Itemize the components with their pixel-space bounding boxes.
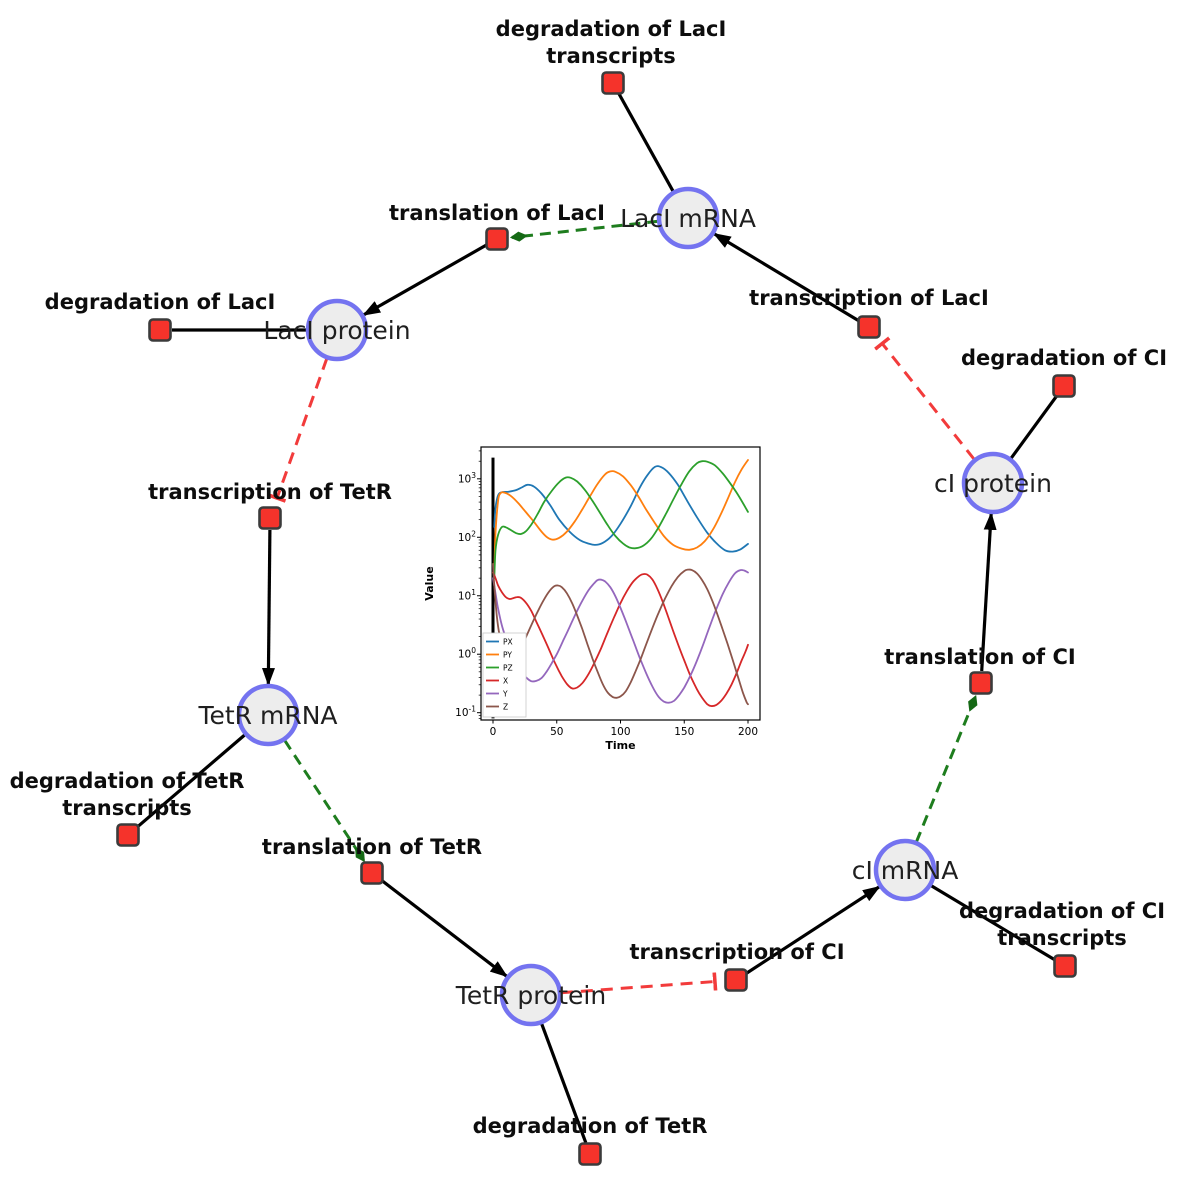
- edge-inhibition-ci-protein-to-transcription-laci: [874, 336, 976, 461]
- edge-line-deg-tetr-to-tetr-protein: [539, 1022, 588, 1144]
- edge-line-deg-laci-transcripts-to-laci-mrna: [617, 92, 675, 193]
- reaction-node-deg-laci-transcripts[interactable]: [601, 71, 625, 95]
- reaction-node-translation-tetr[interactable]: [360, 861, 384, 885]
- reaction-label-translation-tetr: translation of TetR: [262, 835, 482, 859]
- edge-inhibition-laci-protein-to-transcription-tetr: [267, 357, 329, 503]
- species-label-laci-protein: LacI protein: [263, 316, 410, 345]
- y-tick-label: 101: [458, 588, 476, 603]
- edges-layer: [136, 92, 1059, 1144]
- reaction-node-transcription-ci[interactable]: [724, 968, 748, 992]
- reaction-node-translation-ci[interactable]: [969, 671, 993, 695]
- edge-arrow-transcription-ci-to-ci-mrna: [745, 885, 881, 975]
- series-X: [492, 571, 749, 707]
- reaction-node-deg-ci[interactable]: [1052, 374, 1076, 398]
- edge-modifier-laci-mrna-to-translation-laci: [509, 219, 659, 242]
- legend-label-PX: PX: [503, 637, 513, 646]
- species-node-laci-mrna[interactable]: [656, 186, 720, 250]
- edge-line-deg-ci-to-ci-protein: [1009, 394, 1059, 460]
- species-label-ci-protein: cI protein: [934, 469, 1052, 498]
- series-PZ: [493, 460, 749, 580]
- edge-line-deg-ci-transcripts-to-ci-mrna: [929, 884, 1056, 962]
- timeseries-chart-svg: 0 50 100 150 20010310210110010-1TimeValuePXP…: [423, 446, 761, 752]
- species-label-tetr-protein: TetR protein: [455, 981, 606, 1010]
- nodes-layer: [116, 71, 1077, 1166]
- edge-line-deg-tetr-transcripts-to-tetr-mrna: [136, 733, 247, 829]
- species-node-tetr-mrna[interactable]: [236, 683, 300, 747]
- edge-arrow-translation-laci-to-laci-protein: [362, 243, 488, 317]
- reaction-node-deg-tetr-transcripts[interactable]: [116, 823, 140, 847]
- species-node-ci-mrna[interactable]: [873, 838, 937, 902]
- x-tick-label: 100: [610, 726, 630, 738]
- reaction-label-deg-tetr: degradation of TetR: [473, 1114, 708, 1138]
- species-node-laci-protein[interactable]: [305, 298, 369, 362]
- reaction-label-deg-ci-transcripts: degradation of CI transcripts: [959, 899, 1165, 950]
- edge-arrow-transcription-tetr-to-tetr-mrna: [261, 529, 275, 686]
- reaction-node-deg-laci[interactable]: [148, 318, 172, 342]
- species-label-laci-mrna: LacI mRNA: [620, 204, 756, 233]
- reaction-label-translation-ci: translation of CI: [884, 645, 1075, 669]
- reaction-node-translation-laci[interactable]: [485, 227, 509, 251]
- reaction-label-transcription-tetr: transcription of TetR: [148, 480, 392, 504]
- reaction-label-deg-laci: degradation of LacI: [45, 290, 276, 314]
- edge-arrow-translation-ci-to-ci-protein: [980, 511, 997, 672]
- x-tick-label: 150: [674, 726, 694, 738]
- y-tick-label: 102: [458, 529, 476, 544]
- series-PX: [493, 465, 749, 553]
- reaction-label-deg-tetr-transcripts: degradation of TetR transcripts: [10, 769, 245, 820]
- species-label-tetr-mrna: TetR mRNA: [197, 701, 337, 730]
- species-node-ci-protein[interactable]: [961, 451, 1025, 515]
- x-tick-label: 200: [738, 726, 758, 738]
- legend-label-PY: PY: [503, 650, 512, 659]
- legend-label-PZ: PZ: [503, 663, 513, 672]
- y-tick-label: 10-1: [455, 705, 476, 720]
- x-axis-label: Time: [605, 739, 635, 752]
- reaction-label-deg-laci-transcripts: degradation of LacI transcripts: [496, 17, 727, 68]
- x-tick-label: 0: [490, 726, 497, 738]
- reaction-node-transcription-tetr[interactable]: [258, 506, 282, 530]
- legend-label-Y: Y: [502, 689, 508, 698]
- legend: PX PY PZ XYZ: [482, 632, 527, 718]
- legend-label-X: X: [503, 676, 508, 685]
- x-tick-label: 50: [550, 726, 563, 738]
- reaction-node-transcription-laci[interactable]: [857, 315, 881, 339]
- edge-modifier-tetr-mrna-to-translation-tetr: [283, 739, 366, 863]
- species-node-tetr-protein[interactable]: [499, 963, 563, 1027]
- axis-ticks: 0 50 100 150 200 103 102 101 100 10-1: [455, 450, 758, 738]
- reaction-node-deg-tetr[interactable]: [578, 1142, 602, 1166]
- series-PY: [493, 459, 749, 574]
- reaction-label-transcription-laci: transcription of LacI: [749, 286, 989, 310]
- edge-arrow-translation-tetr-to-tetr-protein: [380, 879, 509, 978]
- edge-arrow-transcription-laci-to-laci-mrna: [712, 232, 860, 323]
- legend-label-Z: Z: [503, 702, 508, 711]
- labels-layer: LacI mRNA LacI protein TetR mRNA TetR prote…: [10, 17, 1167, 1138]
- edge-inhibition-tetr-protein-to-transcription-ci: [560, 972, 718, 995]
- y-tick-label: 103: [458, 471, 476, 486]
- reaction-node-deg-ci-transcripts[interactable]: [1053, 954, 1077, 978]
- reaction-label-transcription-ci: transcription of CI: [629, 940, 844, 964]
- timeseries-inset-chart: 0 50 100 150 200 103 102 101 100 10-1 Time Value PX P…: [423, 438, 775, 763]
- reaction-label-deg-ci: degradation of CI: [961, 346, 1167, 370]
- legend-box: [482, 632, 527, 718]
- y-axis-label: Value: [425, 566, 436, 600]
- species-label-ci-mrna: cI mRNA: [852, 856, 959, 885]
- edge-modifier-ci-mrna-to-translation-ci: [914, 695, 978, 843]
- reaction-label-translation-laci: translation of LacI: [389, 201, 605, 225]
- plot-area: [481, 447, 760, 720]
- y-tick-label: 100: [458, 646, 476, 661]
